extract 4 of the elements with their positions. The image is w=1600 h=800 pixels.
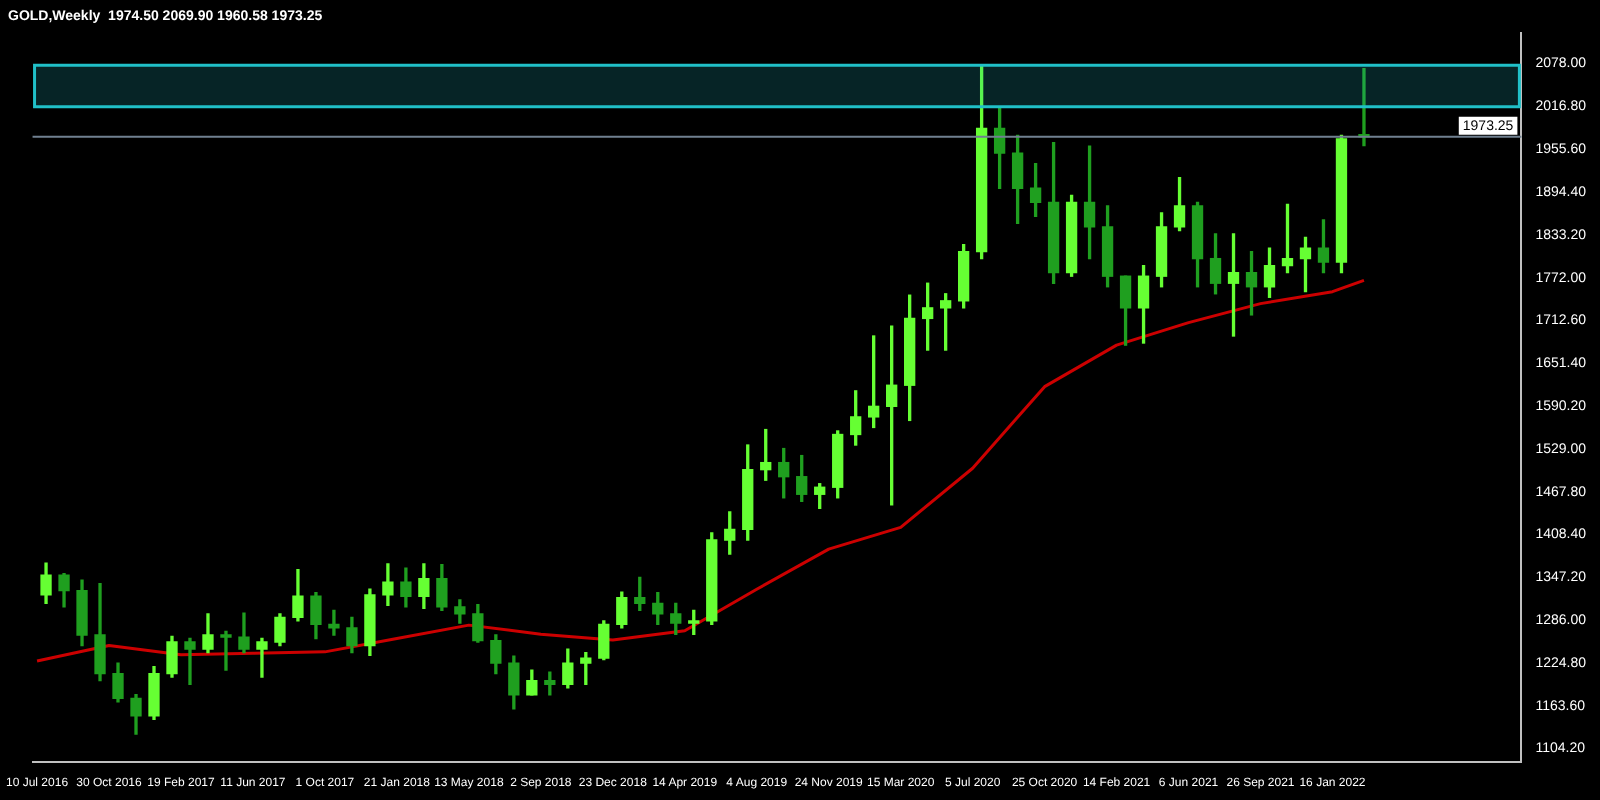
- candlestick: [184, 637, 196, 685]
- candlestick: [328, 609, 340, 636]
- candlestick: [220, 630, 232, 671]
- candlestick: [256, 637, 268, 678]
